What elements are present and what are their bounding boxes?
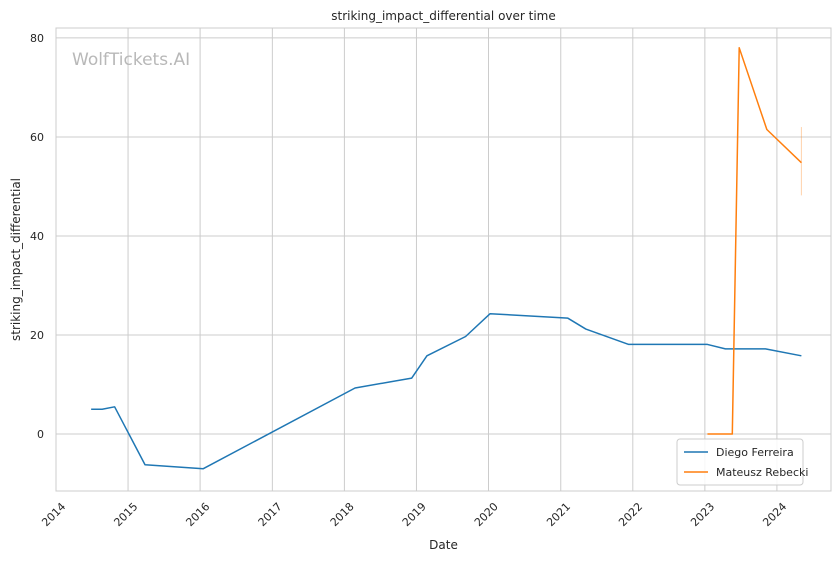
- chart-title: striking_impact_differential over time: [331, 9, 556, 23]
- grid: [55, 28, 831, 491]
- legend: Diego Ferreira Mateusz Rebecki: [676, 438, 808, 486]
- legend-label-mateusz-rebecki: Mateusz Rebecki: [716, 466, 808, 479]
- y-tick-label: 0: [37, 428, 44, 441]
- watermark: WolfTickets.AI: [72, 50, 190, 70]
- series-line-diego-ferreira: [91, 312, 802, 470]
- y-axis-label: striking_impact_differential: [9, 178, 23, 341]
- legend-label-diego-ferreira: Diego Ferreira: [716, 446, 794, 459]
- y-tick-label: 40: [30, 230, 44, 243]
- y-tick-label: 80: [30, 32, 44, 45]
- legend-box: [676, 438, 804, 486]
- y-tick-label: 20: [30, 329, 44, 342]
- series-layer: [91, 47, 802, 470]
- plot-area-frame: [55, 27, 832, 492]
- series-line-mateusz-rebecki: [707, 47, 802, 435]
- y-tick-label: 60: [30, 131, 44, 144]
- x-axis-label: Date: [429, 538, 458, 552]
